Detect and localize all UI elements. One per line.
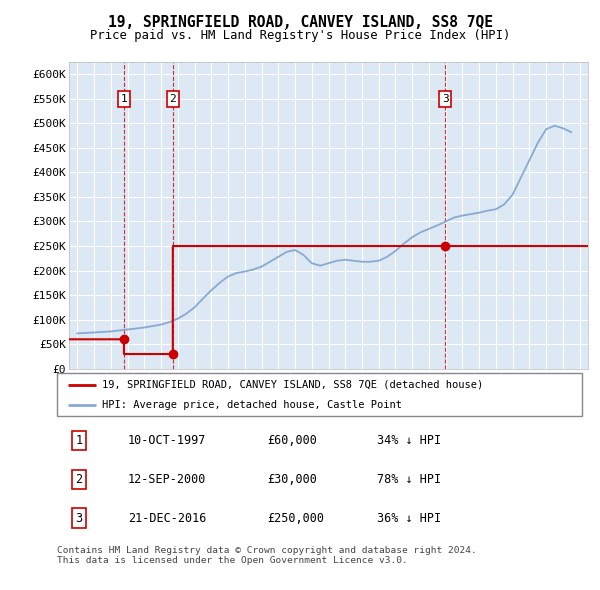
Text: Contains HM Land Registry data © Crown copyright and database right 2024.
This d: Contains HM Land Registry data © Crown c… bbox=[57, 546, 477, 565]
Text: Price paid vs. HM Land Registry's House Price Index (HPI): Price paid vs. HM Land Registry's House … bbox=[90, 29, 510, 42]
Text: 12-SEP-2000: 12-SEP-2000 bbox=[128, 473, 206, 486]
Text: £30,000: £30,000 bbox=[267, 473, 317, 486]
Text: £60,000: £60,000 bbox=[267, 434, 317, 447]
Text: 3: 3 bbox=[442, 94, 449, 104]
Text: 2: 2 bbox=[169, 94, 176, 104]
Text: 1: 1 bbox=[76, 434, 83, 447]
Text: 19, SPRINGFIELD ROAD, CANVEY ISLAND, SS8 7QE (detached house): 19, SPRINGFIELD ROAD, CANVEY ISLAND, SS8… bbox=[101, 380, 483, 390]
Text: 34% ↓ HPI: 34% ↓ HPI bbox=[377, 434, 442, 447]
Text: HPI: Average price, detached house, Castle Point: HPI: Average price, detached house, Cast… bbox=[101, 401, 401, 410]
Text: 78% ↓ HPI: 78% ↓ HPI bbox=[377, 473, 442, 486]
Text: £250,000: £250,000 bbox=[267, 512, 324, 525]
Text: 19, SPRINGFIELD ROAD, CANVEY ISLAND, SS8 7QE: 19, SPRINGFIELD ROAD, CANVEY ISLAND, SS8… bbox=[107, 15, 493, 30]
Text: 2: 2 bbox=[76, 473, 83, 486]
Text: 21-DEC-2016: 21-DEC-2016 bbox=[128, 512, 206, 525]
Text: 36% ↓ HPI: 36% ↓ HPI bbox=[377, 512, 442, 525]
Text: 1: 1 bbox=[121, 94, 127, 104]
Text: 10-OCT-1997: 10-OCT-1997 bbox=[128, 434, 206, 447]
FancyBboxPatch shape bbox=[57, 373, 582, 416]
Text: 3: 3 bbox=[76, 512, 83, 525]
